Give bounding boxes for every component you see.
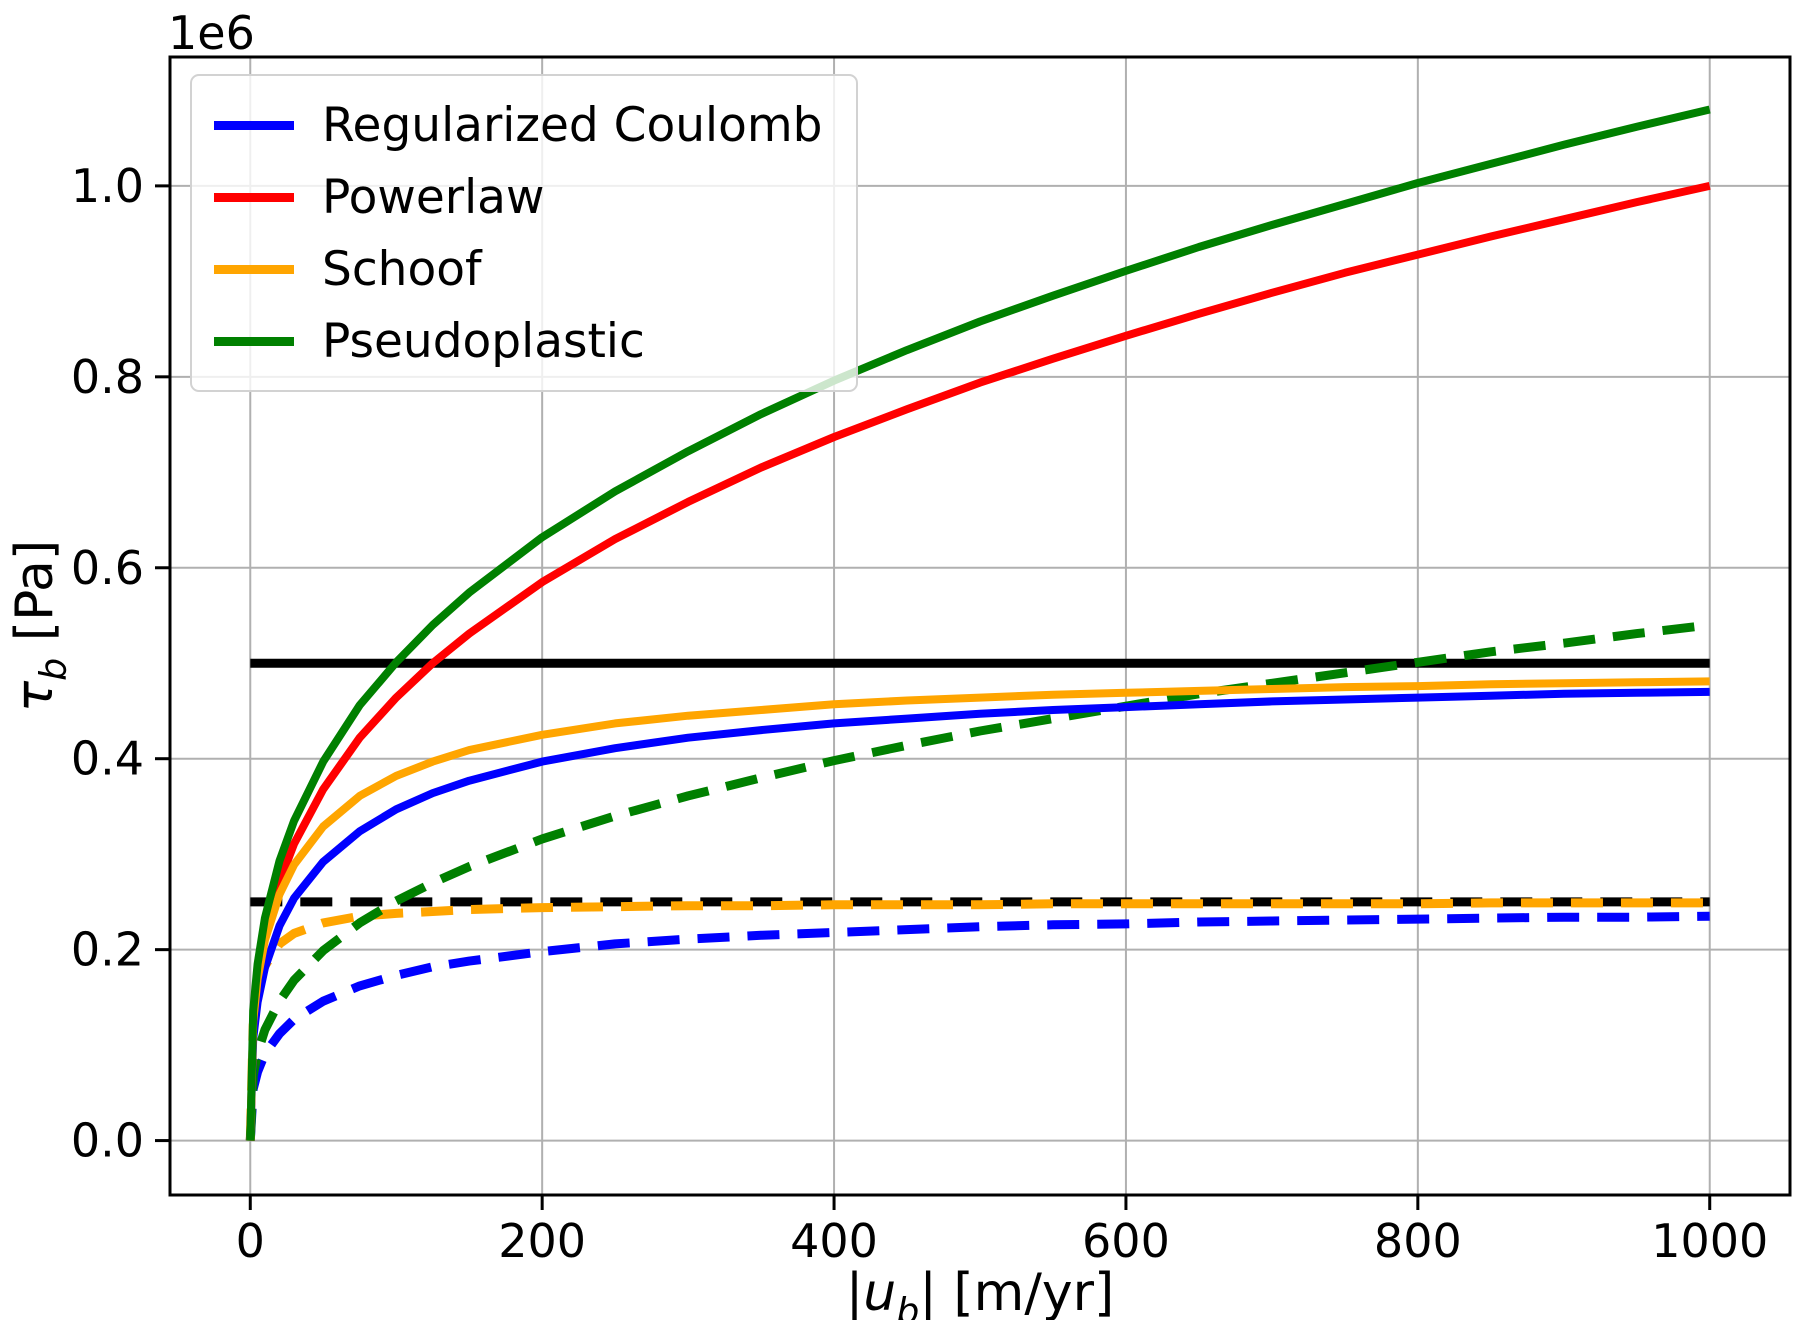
x-tick-label: 1000 <box>1651 1214 1768 1268</box>
y-axis-offset-text: 1e6 <box>168 6 255 60</box>
legend-swatch <box>214 336 294 346</box>
series-schoof-dashed <box>245 898 1710 1141</box>
series-pseudoplastic <box>246 105 1711 1141</box>
legend-entry-schoof: Schoof <box>214 238 822 300</box>
legend-entry-pseudoplastic: Pseudoplastic <box>214 310 822 372</box>
y-tick-label: 0.8 <box>71 350 144 404</box>
ticks: 0 200 400 600 800 1000 0.0 0.2 0.4 0.6 0.8 1.0 <box>71 159 1768 1268</box>
legend-swatch <box>214 264 294 274</box>
legend-swatch <box>214 120 294 130</box>
x-axis-label: |ub| [m/yr] <box>846 1263 1115 1320</box>
x-tick-label: 200 <box>498 1214 586 1268</box>
y-tick-label: 0.4 <box>71 732 144 786</box>
legend-label: Powerlaw <box>322 169 545 225</box>
legend-label: Pseudoplastic <box>322 313 645 369</box>
series-regularized-coulomb <box>246 687 1710 1141</box>
x-tick-label: 0 <box>236 1214 265 1268</box>
legend-label: Regularized Coulomb <box>322 97 823 153</box>
series-group <box>245 105 1711 1141</box>
axes-spines <box>168 55 1792 1197</box>
legend-label: Schoof <box>322 241 482 297</box>
series-powerlaw <box>246 181 1711 1141</box>
y-tick-label: 0.0 <box>71 1114 144 1168</box>
legend-entry-powerlaw: Powerlaw <box>214 166 822 228</box>
series-pseudoplastic-dashed <box>245 620 1711 1141</box>
y-tick-label: 0.6 <box>71 541 144 595</box>
legend: Regularized Coulomb Powerlaw Schoof Pseudop… <box>190 74 859 392</box>
series-regularized-coulomb-dashed <box>245 911 1710 1141</box>
x-tick-label: 800 <box>1374 1214 1462 1268</box>
legend-swatch <box>214 192 294 202</box>
y-tick-label: 1.0 <box>71 159 144 213</box>
legend-entry-regularized-coulomb: Regularized Coulomb <box>214 94 822 156</box>
x-tick-label: 600 <box>1082 1214 1170 1268</box>
x-tick-label: 400 <box>790 1214 878 1268</box>
series-schoof <box>246 677 1710 1141</box>
y-axis-label: τb [Pa] <box>5 540 75 712</box>
y-tick-label: 0.2 <box>71 923 144 977</box>
